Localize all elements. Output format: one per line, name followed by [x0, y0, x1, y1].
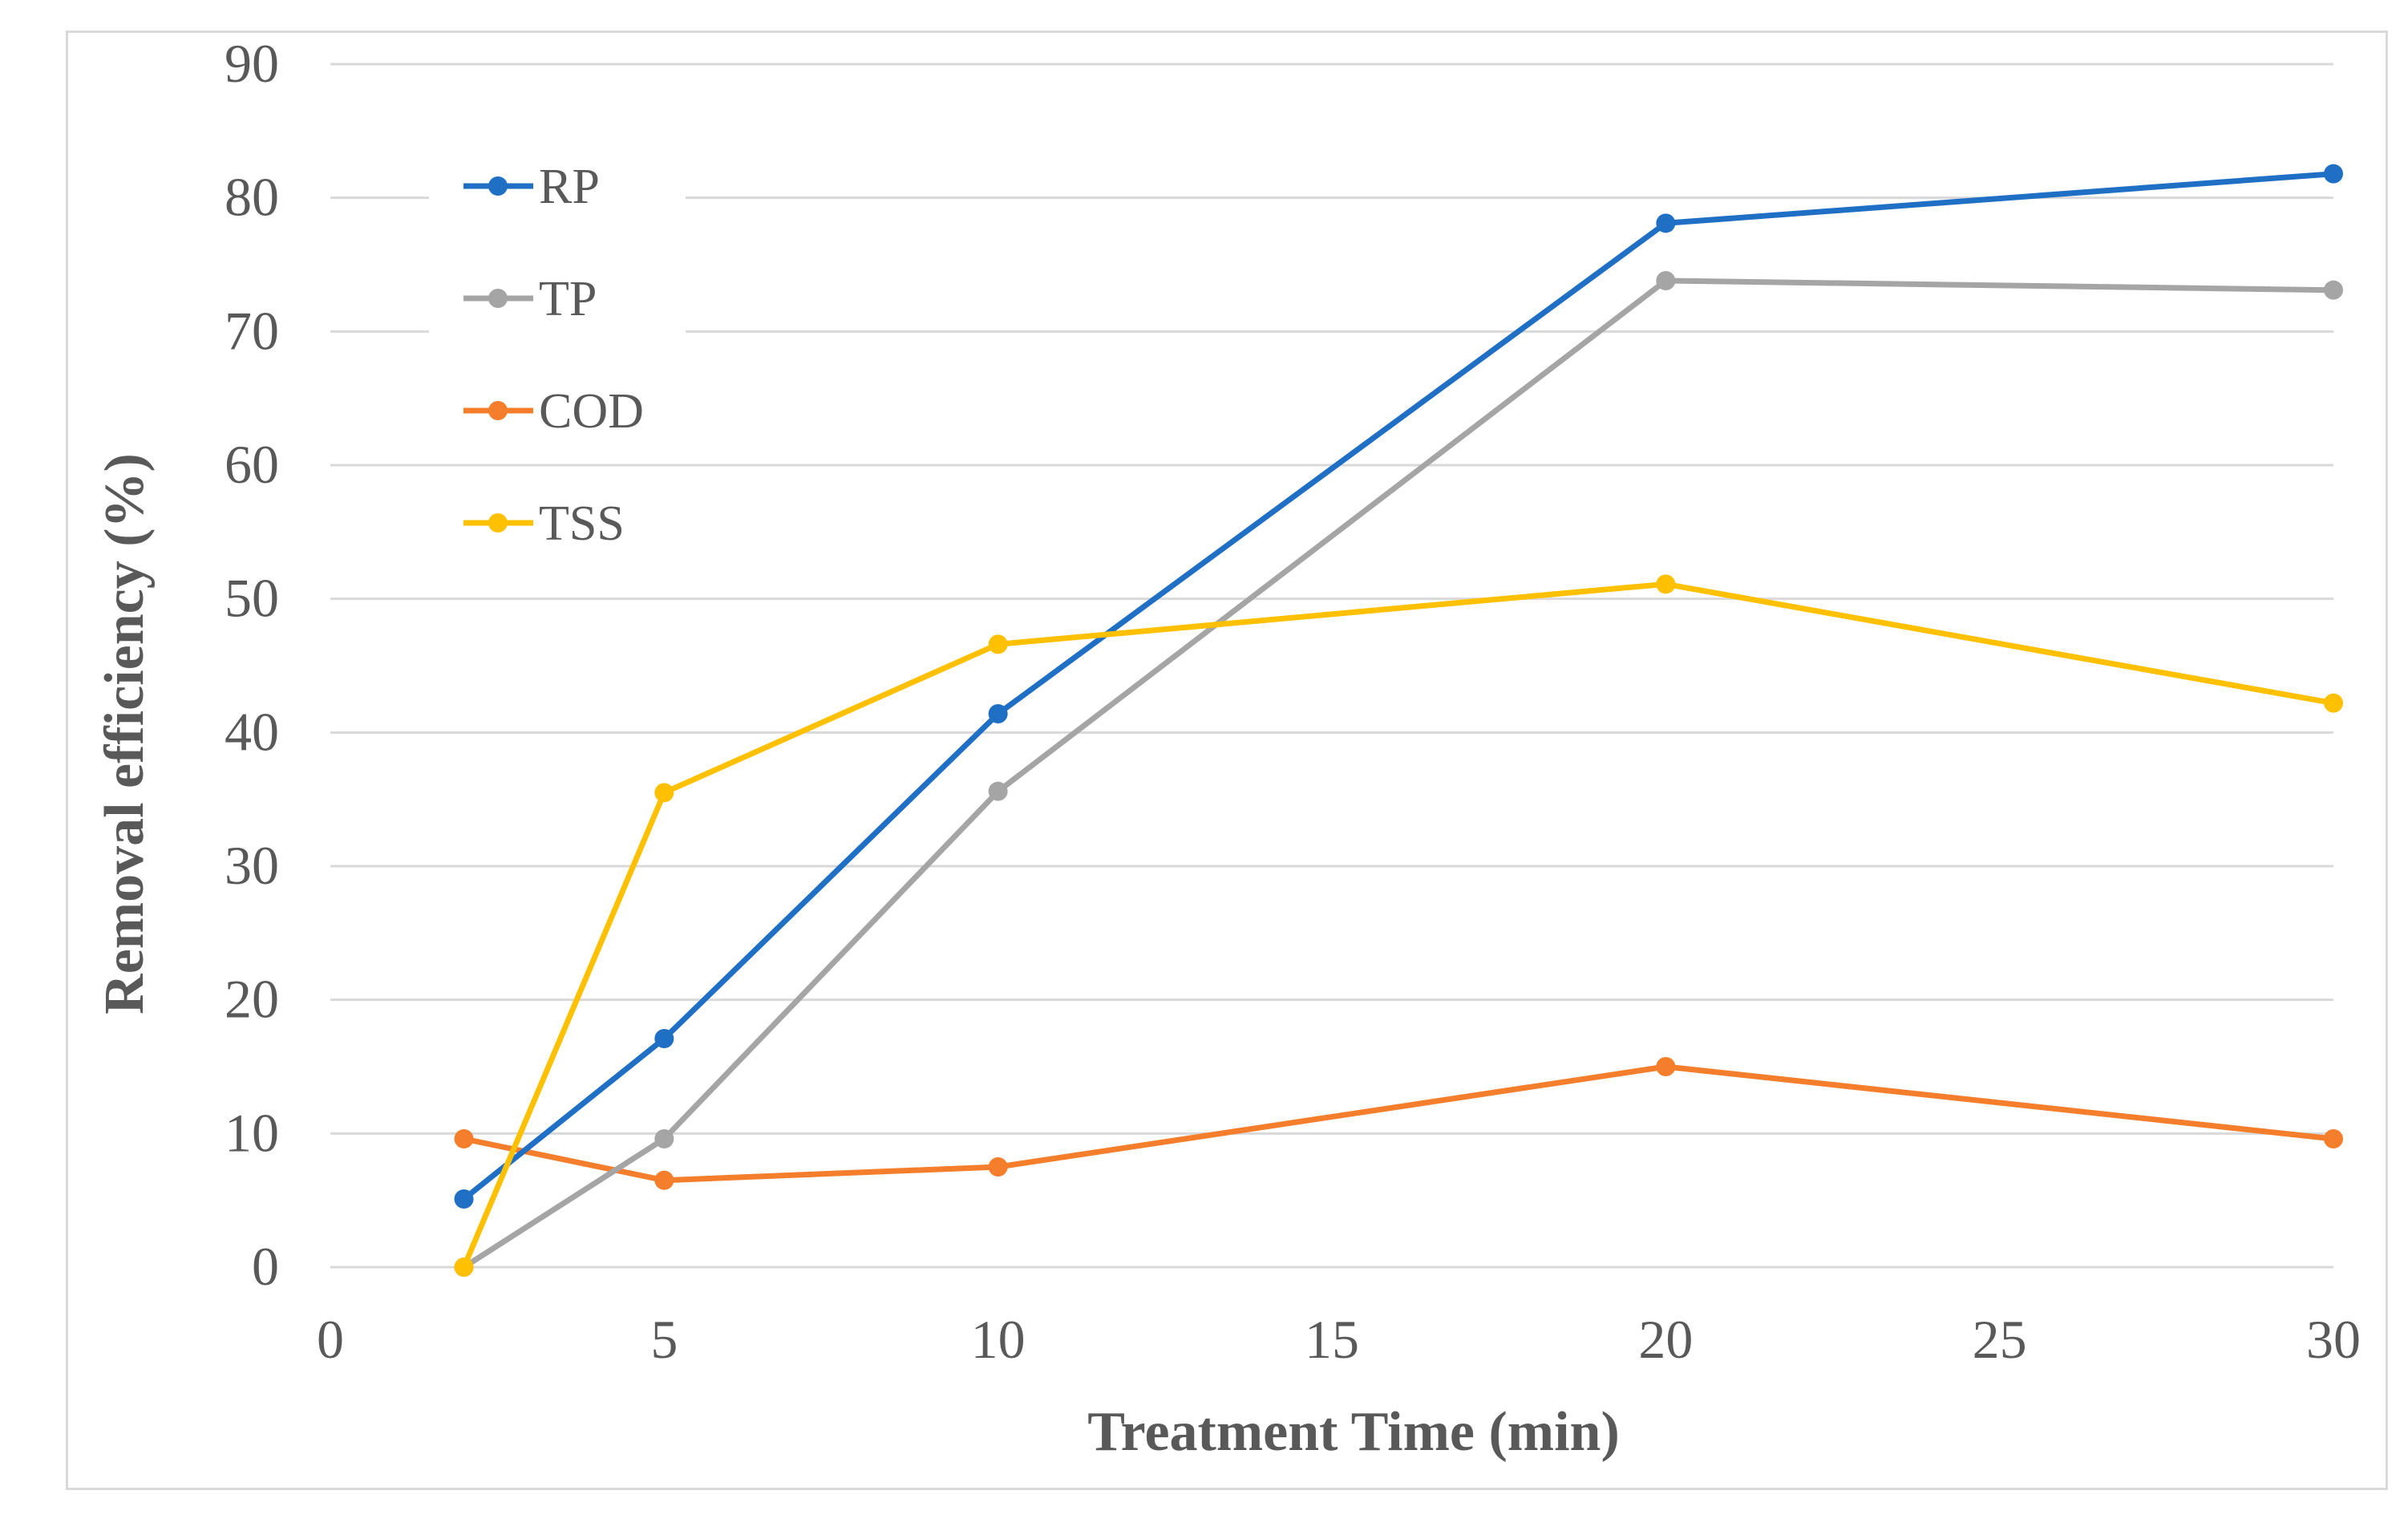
- data-point-cod: [654, 1170, 674, 1190]
- series-line-tp: [461, 277, 2337, 1270]
- data-point-rp: [2324, 164, 2343, 184]
- legend-marker: [488, 176, 508, 196]
- data-point-tp: [654, 1129, 674, 1148]
- series-tss: [454, 574, 2343, 1277]
- y-tick-label: 0: [252, 1236, 279, 1297]
- y-tick-label: 70: [225, 300, 279, 361]
- x-tick-label: 0: [317, 1309, 344, 1370]
- legend-item-tp: TP: [429, 258, 686, 338]
- data-point-tss: [1656, 574, 1676, 594]
- y-tick-label: 20: [225, 969, 279, 1030]
- y-tick-label: 60: [225, 434, 279, 495]
- x-axis-tick-labels: 0 5 10 15 20 25 30: [317, 1309, 2361, 1370]
- series-line-rp: [461, 171, 2337, 1202]
- legend-item-tss: TSS: [429, 483, 686, 563]
- gridlines: [330, 63, 2333, 1269]
- series-layer: [454, 164, 2343, 1277]
- series-cod: [454, 1057, 2343, 1190]
- legend-marker: [488, 401, 508, 420]
- data-point-rp: [988, 704, 1008, 723]
- data-point-cod: [2324, 1129, 2343, 1148]
- legend-label: RP: [539, 160, 600, 214]
- y-tick-label: 90: [225, 33, 279, 94]
- legend-label: TSS: [539, 496, 625, 551]
- data-point-tss: [2324, 693, 2343, 713]
- legend-marker: [488, 289, 508, 308]
- data-point-tss: [988, 634, 1008, 654]
- y-tick-label: 10: [225, 1102, 279, 1163]
- data-point-tp: [1656, 271, 1676, 290]
- y-tick-label: 30: [225, 835, 279, 896]
- series-line-cod: [461, 1063, 2337, 1184]
- x-tick-label: 20: [1638, 1309, 1693, 1370]
- legend-label: TP: [539, 272, 597, 326]
- y-axis-title: Removal efficiency (%): [94, 453, 156, 1015]
- y-tick-label: 40: [225, 701, 279, 762]
- x-axis-title: Treatment Time (min): [1087, 1401, 1620, 1463]
- legend: RP TP COD TSS: [429, 146, 686, 563]
- series-rp: [454, 164, 2343, 1209]
- x-tick-label: 30: [2306, 1309, 2361, 1370]
- y-tick-label: 50: [225, 568, 279, 629]
- data-point-rp: [1656, 213, 1676, 233]
- legend-item-rp: RP: [429, 146, 686, 226]
- x-tick-label: 15: [1305, 1309, 1359, 1370]
- data-point-cod: [1656, 1057, 1676, 1076]
- legend-marker: [488, 513, 508, 533]
- series-line-tss: [461, 581, 2337, 1270]
- data-point-tp: [988, 781, 1008, 801]
- data-point-rp: [654, 1029, 674, 1048]
- y-axis-tick-labels: 0 10 20 30 40 50 60 70 80 90: [225, 33, 279, 1297]
- x-tick-label: 10: [971, 1309, 1026, 1370]
- legend-item-cod: COD: [429, 371, 686, 451]
- data-point-tss: [654, 783, 674, 803]
- data-point-cod: [454, 1129, 474, 1148]
- legend-label: COD: [539, 384, 644, 439]
- data-point-tss: [454, 1258, 474, 1277]
- y-tick-label: 80: [225, 167, 279, 228]
- data-point-rp: [454, 1189, 474, 1209]
- data-point-cod: [988, 1157, 1008, 1177]
- data-point-tp: [2324, 280, 2343, 300]
- x-tick-label: 5: [650, 1309, 678, 1370]
- x-tick-label: 25: [1973, 1309, 2027, 1370]
